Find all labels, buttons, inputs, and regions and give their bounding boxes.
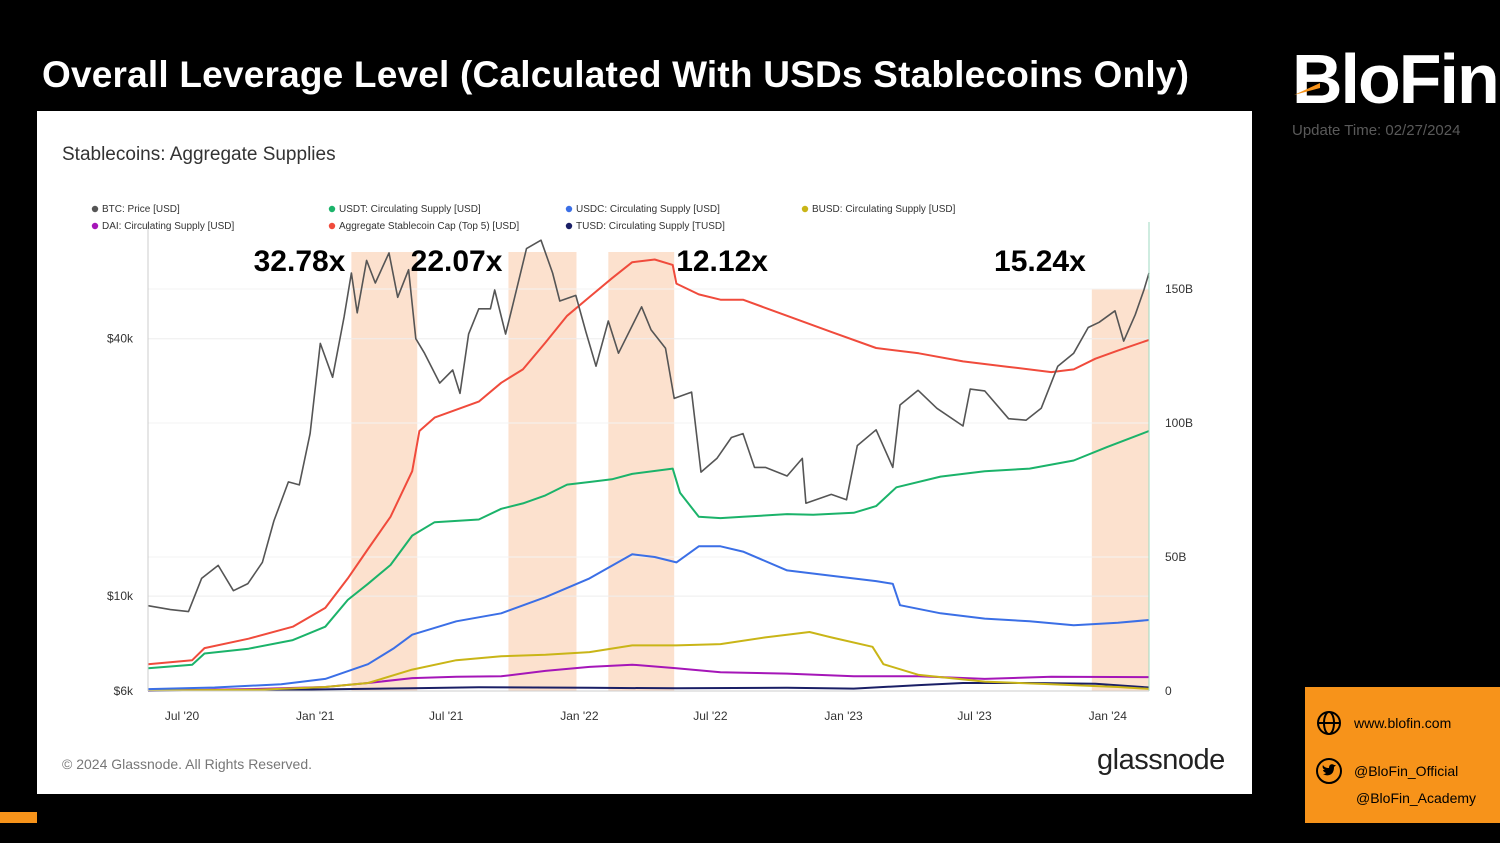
chart-title: Stablecoins: Aggregate Supplies: [62, 144, 336, 165]
legend-label-btc: BTC: Price [USD]: [102, 204, 180, 215]
twitter-academy-row[interactable]: @BloFin_Academy: [1356, 790, 1476, 806]
legend-dot-usdt: [328, 205, 336, 213]
legend-dot-busd: [801, 205, 809, 213]
y-left-tick-label: $40k: [107, 332, 134, 346]
globe-icon: [1317, 711, 1341, 735]
x-tick-label: Jan '24: [1089, 709, 1128, 723]
leverage-label-3: 12.12x: [676, 245, 768, 278]
x-tick-label: Jul '22: [693, 709, 728, 723]
x-tick-label: Jan '22: [560, 709, 599, 723]
y-right-tick-label: 50B: [1165, 550, 1186, 564]
legend-label-aggregate: Aggregate Stablecoin Cap (Top 5) [USD]: [339, 221, 519, 232]
website-row[interactable]: www.blofin.com: [1315, 709, 1451, 737]
y-right-tick-label: 100B: [1165, 416, 1193, 430]
x-tick-label: Jan '23: [824, 709, 863, 723]
legend-dot-usdc: [565, 205, 573, 213]
logo-slash-icon: [1294, 83, 1320, 95]
series-line-btc: [147, 239, 1150, 613]
blofin-logo: BloFin: [1292, 44, 1500, 118]
series-line-busd: [147, 631, 1150, 692]
highlight-band-2: [508, 252, 577, 691]
chart-svg: $6k $10k $40k 0 50B 100B 150B Jul '20 Jan '21 Jul…: [91, 204, 1193, 723]
y-left-tick-label: $10k: [107, 589, 134, 603]
twitter-academy-link[interactable]: @BloFin_Academy: [1356, 790, 1477, 806]
y-right-tick-label: 0: [1165, 684, 1172, 698]
twitter-official-link[interactable]: @BloFin_Official: [1354, 763, 1459, 779]
logo-text: BloFin: [1292, 40, 1500, 118]
highlight-band-3: [608, 252, 675, 691]
contact-box: www.blofin.com @BloFin_Official @BloFin_…: [1305, 687, 1500, 823]
series-line-usdt: [147, 430, 1150, 670]
x-tick-label: Jan '21: [296, 709, 335, 723]
twitter-icon: [1316, 758, 1342, 784]
legend-label-usdt: USDT: Circulating Supply [USD]: [339, 204, 481, 215]
series-line-aggregate: [147, 258, 1150, 666]
chart-panel: $6k $10k $40k 0 50B 100B 150B Jul '20 Jan '21 Jul…: [37, 111, 1252, 794]
website-link[interactable]: www.blofin.com: [1354, 715, 1452, 731]
leverage-label-2: 22.07x: [411, 245, 503, 278]
leverage-label-4: 15.24x: [994, 245, 1086, 278]
twitter-row[interactable]: @BloFin_Official: [1315, 757, 1458, 785]
glassnode-logo: glassnode: [1097, 744, 1225, 776]
y-left-tick-label: $6k: [114, 684, 134, 698]
series-line-usdc: [147, 545, 1150, 691]
orange-corner-bar: [0, 812, 37, 823]
legend-label-dai: DAI: Circulating Supply [USD]: [102, 221, 234, 232]
legend-dot-aggregate: [328, 222, 336, 230]
legend-label-usdc: USDC: Circulating Supply [USD]: [576, 204, 720, 215]
highlight-band-1: [351, 252, 418, 691]
y-right-tick-label: 150B: [1165, 282, 1193, 296]
legend-label-tusd: TUSD: Circulating Supply [TUSD]: [576, 221, 725, 232]
x-tick-label: Jul '23: [957, 709, 992, 723]
legend-label-busd: BUSD: Circulating Supply [USD]: [812, 204, 956, 215]
page-title: Overall Leverage Level (Calculated With …: [42, 54, 1190, 95]
leverage-label-1: 32.78x: [254, 245, 346, 278]
update-time: Update Time: 02/27/2024: [1292, 122, 1461, 139]
x-tick-label: Jul '20: [165, 709, 200, 723]
copyright-text: © 2024 Glassnode. All Rights Reserved.: [62, 756, 313, 772]
legend-dot-dai: [91, 222, 99, 230]
x-tick-label: Jul '21: [429, 709, 464, 723]
legend-dot-btc: [91, 205, 99, 213]
legend-dot-tusd: [565, 222, 573, 230]
